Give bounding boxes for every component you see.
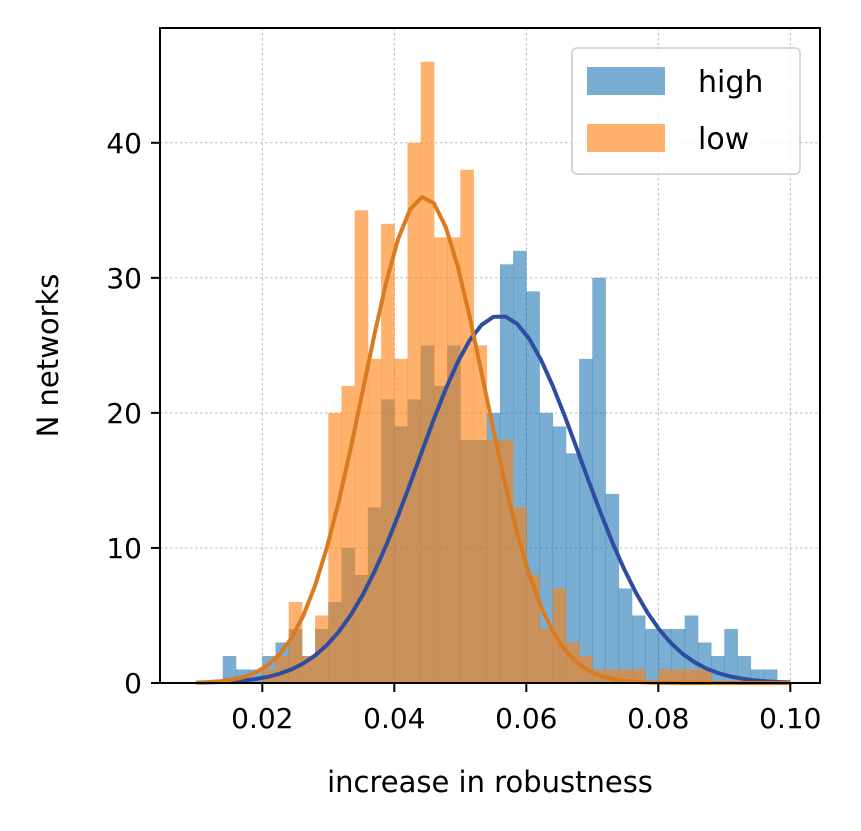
legend-swatch-low [587,124,665,152]
bar-low-11 [407,142,422,683]
x-tick-label-4: 0.10 [759,702,821,735]
bar-low-12 [420,61,435,684]
bar-high-38 [724,628,738,683]
bar-low-19 [513,507,527,683]
x-tick-label-0: 0.02 [231,702,293,735]
bar-low-14 [447,237,461,683]
bar-high-28 [592,277,606,683]
bar-low-13 [433,237,448,683]
bar-low-16 [473,345,488,683]
bar-low-33 [697,669,712,683]
x-tick-label-2: 0.06 [495,702,557,735]
bar-low-17 [486,439,501,683]
y-tick-label-1: 10 [106,532,142,565]
bar-high-29 [605,493,620,683]
legend-label-low: low [698,122,749,157]
bar-high-27 [579,358,593,683]
x-axis-ticks: 0.02 0.04 0.06 0.08 0.10 [231,683,821,735]
y-tick-label-0: 0 [124,667,142,700]
bar-low-28 [631,669,646,683]
bar-low-6 [341,385,356,683]
legend-swatch-high [587,67,665,95]
y-tick-label-3: 30 [106,262,142,295]
bar-low-9 [381,223,395,683]
bar-high-39 [737,655,752,683]
bar-high-30 [618,588,633,683]
bar-high-37 [711,655,725,683]
legend: high low [571,47,801,175]
bar-low-10 [394,358,408,683]
bar-low-32 [684,669,699,683]
bar-low-8 [367,358,382,683]
legend-box [571,47,801,175]
fit-curve-high [196,314,791,685]
y-tick-label-4: 40 [106,127,142,160]
bar-low-7 [354,210,369,683]
x-axis-label: increase in robustness [327,765,653,799]
bar-low-1 [275,655,290,683]
bar-low-31 [671,669,686,683]
legend-label-high: high [698,65,763,100]
bar-high-26 [565,453,580,683]
x-tick-label-1: 0.04 [363,702,425,735]
bar-low-15 [460,169,474,683]
bar-low-21 [539,628,554,683]
plot-frame [159,27,821,684]
y-axis-ticks: 0 10 20 30 40 [106,127,160,700]
y-axis-label: N networks [31,274,65,438]
bar-high-31 [631,615,646,683]
bar-low-30 [658,669,672,683]
bar-low-20 [526,574,540,683]
bar-low-22 [552,588,567,683]
bar-high-32 [645,628,659,683]
x-tick-label-3: 0.08 [627,702,689,735]
y-tick-label-2: 20 [106,397,142,430]
bar-low-5 [328,412,342,683]
bar-high-35 [684,615,699,683]
bar-high-0 [222,655,237,683]
